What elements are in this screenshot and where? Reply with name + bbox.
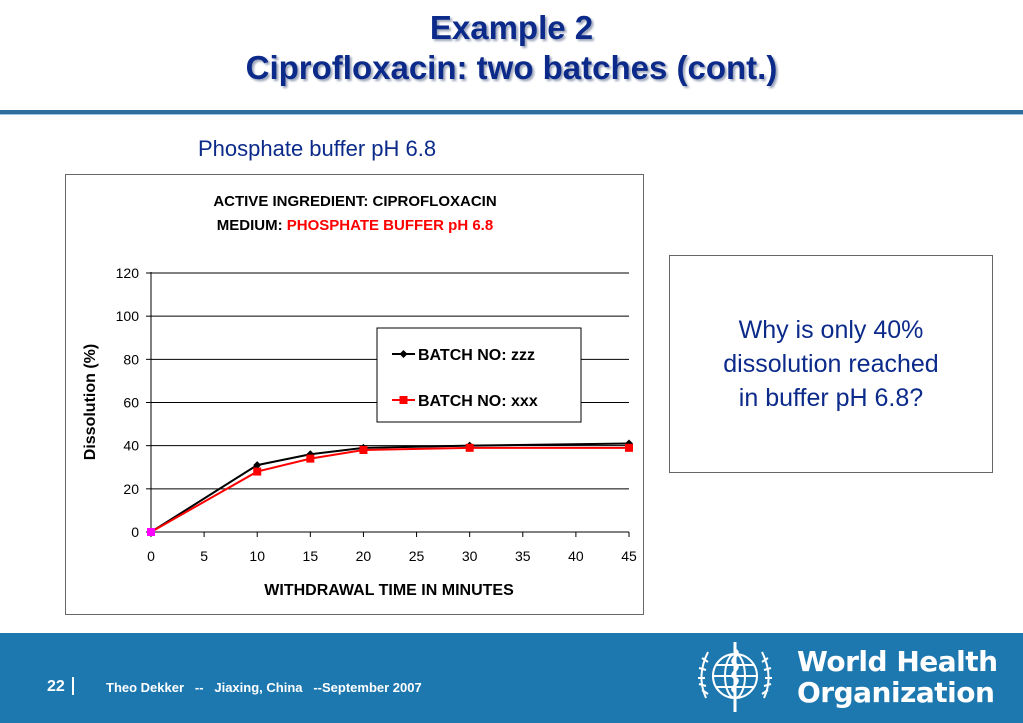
slide-title-line1: Example 2 [429, 9, 594, 46]
x-axis-label: WITHDRAWAL TIME IN MINUTES [264, 582, 514, 599]
y-axis-label: Dissolution (%) [82, 344, 99, 460]
series-0-point-1 [253, 461, 262, 470]
dissolution-chart: ACTIVE INGREDIENT: CIPROFLOXACIN MEDIUM: … [82, 193, 637, 599]
chart-medium-value: PHOSPHATE BUFFER pH 6.8 [287, 217, 493, 234]
legend-label-1: BATCH NO: xxx [418, 393, 538, 410]
xtick-label-0: 0 [147, 548, 155, 564]
question-text: Why is only 40% dissolution reached in b… [723, 316, 939, 412]
legend-swatch-marker-1 [399, 396, 408, 404]
chart-frame: ACTIVE INGREDIENT: CIPROFLOXACIN MEDIUM: … [65, 174, 644, 615]
who-wordmark-line1: World Health [797, 645, 998, 678]
xtick-label-40: 40 [568, 548, 584, 564]
xtick-label-30: 30 [462, 548, 478, 564]
series-1-point-5 [625, 443, 633, 452]
xtick-label-25: 25 [409, 548, 425, 564]
series-1-point-2 [306, 454, 315, 463]
xtick-label-5: 5 [200, 548, 208, 564]
legend-swatch-marker-0 [399, 350, 408, 358]
page-number-divider [72, 677, 74, 695]
series-1-point-1 [253, 467, 262, 476]
series-1-point-0 [147, 528, 155, 536]
footer-credit: Theo Dekker -- Jiaxing, China --Septembe… [106, 680, 422, 695]
who-emblem-icon [698, 642, 772, 712]
xtick-label-10: 10 [249, 548, 265, 564]
xtick-label-15: 15 [303, 548, 319, 564]
chart-title-line1: ACTIVE INGREDIENT: CIPROFLOXACIN [213, 193, 496, 210]
xtick-label-45: 45 [621, 548, 637, 564]
series-line-0 [150, 442, 630, 533]
chart-medium-label: MEDIUM: [217, 217, 287, 234]
footer-bar [0, 633, 1023, 723]
ytick-label-100: 100 [116, 308, 140, 324]
title-divider [0, 110, 1023, 115]
question-box: Why is only 40% dissolution reached in b… [669, 255, 993, 473]
legend-label-0: BATCH NO: zzz [418, 347, 535, 364]
page-number: 22 [47, 678, 65, 695]
ytick-label-0: 0 [131, 524, 139, 540]
xtick-label-35: 35 [515, 548, 531, 564]
ytick-label-120: 120 [116, 265, 140, 281]
series-1-point-3 [359, 445, 368, 454]
slide-title-line2: Ciprofloxacin: two batches (cont.) [245, 49, 778, 86]
series-line-1 [150, 446, 629, 533]
chart-title-line2: MEDIUM: PHOSPHATE BUFFER pH 6.8 [217, 217, 493, 234]
slide-subtitle: Phosphate buffer pH 6.8 [198, 136, 437, 161]
chart-legend [376, 327, 582, 423]
series-1-point-4 [465, 443, 474, 452]
who-wordmark: World Health Organization [797, 646, 998, 708]
ytick-label-80: 80 [123, 351, 139, 367]
xtick-label-20: 20 [356, 548, 372, 564]
who-wordmark-line2: Organization [797, 676, 995, 709]
ytick-label-20: 20 [123, 481, 139, 497]
ytick-label-60: 60 [123, 395, 139, 411]
ytick-label-40: 40 [123, 438, 139, 454]
slide-title: Example 2 Ciprofloxacin: two batches (co… [0, 8, 1023, 88]
